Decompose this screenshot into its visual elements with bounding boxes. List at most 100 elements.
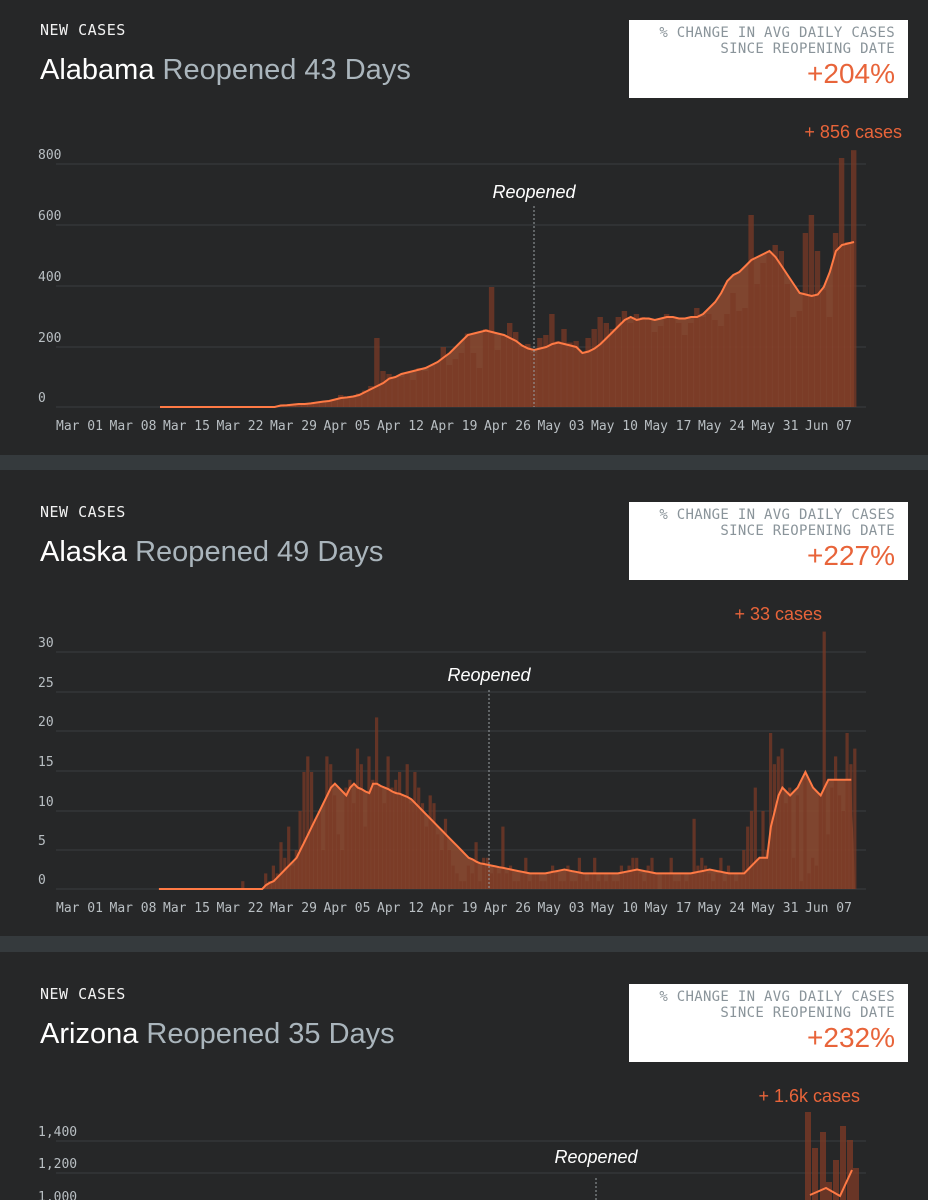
y-tick-label: 200 <box>38 331 61 346</box>
daily-cases-bar <box>356 393 362 407</box>
daily-cases-bar <box>803 779 807 889</box>
daily-cases-bar <box>753 787 757 889</box>
daily-cases-bar <box>738 873 742 889</box>
daily-cases-bar <box>790 317 796 407</box>
daily-cases-bar <box>283 857 287 889</box>
daily-cases-bar <box>621 311 628 407</box>
x-tick-label: Mar 29 <box>270 419 317 434</box>
daily-cases-bar <box>826 317 833 407</box>
daily-cases-bar <box>501 335 507 407</box>
daily-cases-bar <box>830 787 834 889</box>
peak-cases-label: + 1.6k cases <box>758 1086 860 1106</box>
daily-cases-bar <box>812 1148 818 1200</box>
daily-cases-bar <box>478 881 482 889</box>
daily-cases-bar <box>417 787 421 889</box>
avg-line <box>160 241 855 408</box>
daily-cases-bar <box>302 772 306 889</box>
x-tick-label: Apr 12 <box>377 419 424 434</box>
daily-cases-bar <box>476 368 483 407</box>
daily-cases-bar <box>512 881 516 889</box>
daily-cases-bar <box>547 873 551 889</box>
daily-cases-bar <box>765 850 769 889</box>
x-tick-label: Apr 05 <box>324 419 371 434</box>
stat-label-line-2: SINCE REOPENING DATE <box>720 1005 895 1021</box>
daily-cases-bar <box>413 772 417 889</box>
daily-cases-bar <box>398 772 402 889</box>
x-tick-label: May 17 <box>645 419 692 434</box>
daily-cases-bar <box>715 873 719 889</box>
daily-cases-bar <box>684 881 689 889</box>
x-tick-label: Mar 15 <box>163 901 210 916</box>
daily-cases-bar <box>531 873 536 889</box>
y-tick-label: 30 <box>38 636 54 651</box>
daily-cases-bar <box>474 842 478 889</box>
daily-cases-bar <box>295 404 302 407</box>
daily-cases-bar <box>287 826 291 889</box>
stat-label-line-1: % CHANGE IN AVG DAILY CASES <box>659 507 895 523</box>
avg-change-stat-box: % CHANGE IN AVG DAILY CASES SINCE REOPEN… <box>629 502 908 580</box>
daily-cases-bar <box>748 215 754 407</box>
y-tick-label: 800 <box>38 148 61 163</box>
daily-cases-bar <box>463 881 467 889</box>
daily-cases-bar <box>769 733 773 889</box>
daily-cases-bar <box>820 1132 826 1200</box>
stat-label-line-2: SINCE REOPENING DATE <box>720 41 895 57</box>
x-tick-label: Mar 22 <box>217 419 264 434</box>
daily-cases-bar <box>432 803 436 889</box>
daily-cases-bar <box>551 865 555 889</box>
peak-cases-label: + 33 cases <box>734 604 822 624</box>
daily-cases-bar <box>543 881 547 889</box>
daily-cases-bar <box>416 368 422 407</box>
avg-change-stat-box: % CHANGE IN AVG DAILY CASES SINCE REOPEN… <box>629 984 908 1062</box>
daily-cases-bar <box>696 865 700 889</box>
daily-cases-bar <box>493 865 497 889</box>
daily-cases-bar <box>761 811 765 889</box>
reopen-label: Reopened <box>447 665 531 685</box>
daily-cases-bar <box>639 317 646 407</box>
daily-cases-bar <box>401 795 405 889</box>
daily-cases-bar <box>581 873 585 889</box>
daily-cases-bar <box>428 366 434 407</box>
stat-label-line-1: % CHANGE IN AVG DAILY CASES <box>659 989 895 1005</box>
daily-cases-bar <box>692 818 696 889</box>
y-tick-label: 1,000 <box>38 1190 77 1200</box>
daily-cases-bar <box>558 881 562 889</box>
daily-cases-bar <box>307 403 314 407</box>
avg-line <box>809 1169 853 1198</box>
daily-cases-bar <box>796 311 803 407</box>
daily-cases-bar <box>704 865 708 889</box>
daily-cases-bar <box>603 323 609 407</box>
daily-cases-bar <box>382 803 386 889</box>
panel-kicker: NEW CASES <box>40 21 126 39</box>
daily-cases-bar <box>676 323 682 407</box>
daily-cases-bar <box>707 873 711 889</box>
x-tick-label: Apr 19 <box>431 901 478 916</box>
daily-cases-bar <box>736 311 742 407</box>
y-tick-label: 1,200 <box>38 1157 77 1172</box>
daily-cases-bar <box>482 857 486 889</box>
panel-heading: Alabama Reopened 43 Days <box>40 54 411 87</box>
daily-cases-bar <box>700 317 706 407</box>
daily-cases-bar <box>718 326 724 407</box>
daily-cases-bar <box>585 338 591 407</box>
daily-cases-bar <box>537 338 543 407</box>
daily-cases-bar <box>567 342 573 407</box>
daily-cases-bar <box>420 803 425 889</box>
stat-value: +232% <box>807 1022 895 1053</box>
daily-cases-bar <box>780 748 784 889</box>
daily-cases-bar <box>612 881 616 889</box>
daily-cases-bar <box>591 329 597 407</box>
daily-cases-bar <box>719 857 723 889</box>
daily-cases-bar <box>561 329 567 407</box>
daily-cases-bar <box>802 233 809 407</box>
daily-cases-bar <box>711 881 715 889</box>
daily-cases-bar <box>470 873 474 889</box>
y-tick-label: 1,400 <box>38 1125 77 1140</box>
daily-cases-bar <box>657 326 664 407</box>
daily-cases-bar <box>724 314 730 407</box>
daily-cases-bar <box>525 344 531 407</box>
daily-cases-bar <box>404 374 410 407</box>
x-tick-label: May 03 <box>538 901 585 916</box>
daily-cases-bar <box>310 772 314 889</box>
daily-cases-bar <box>271 865 275 889</box>
